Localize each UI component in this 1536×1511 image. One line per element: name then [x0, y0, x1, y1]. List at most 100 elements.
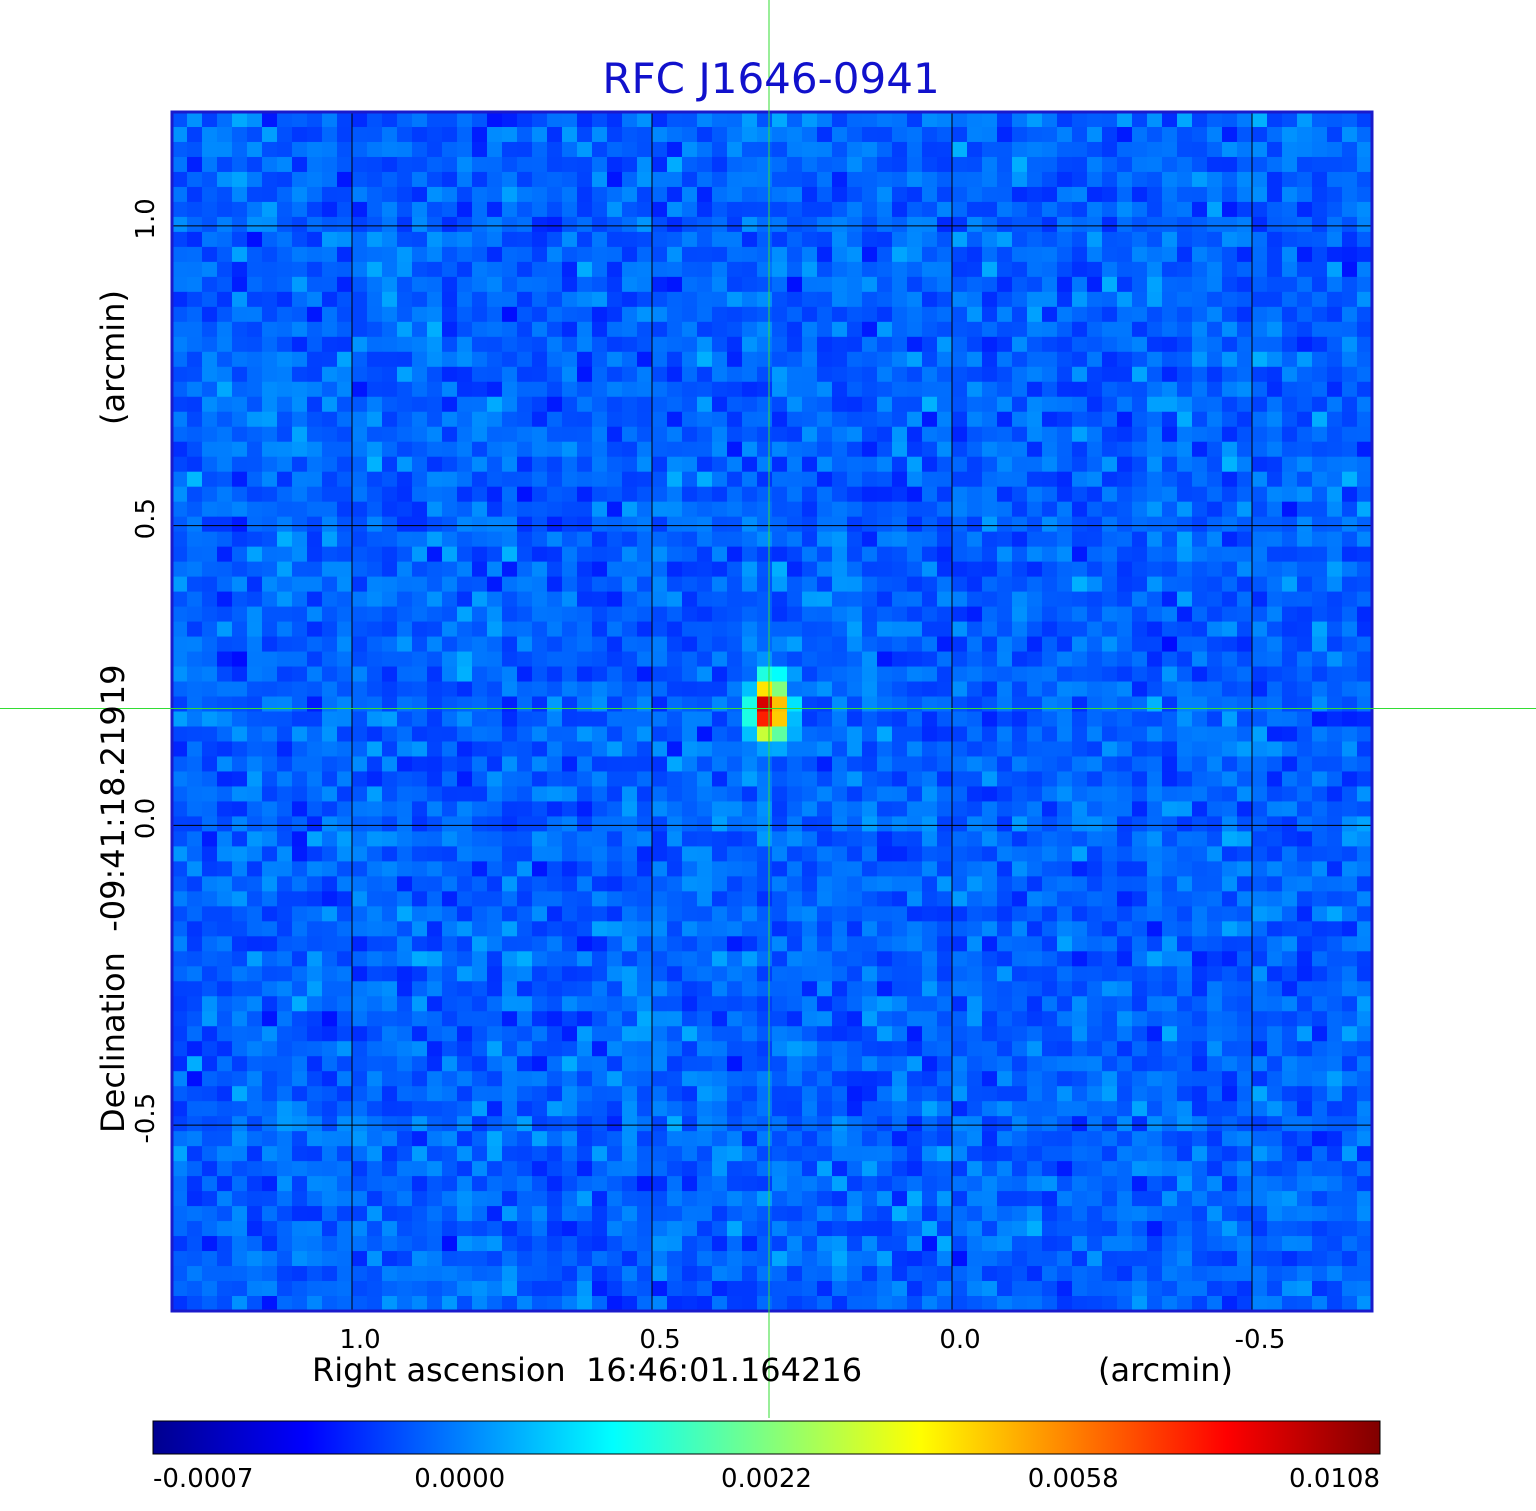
heatmap-cell — [637, 441, 653, 458]
heatmap-cell — [922, 156, 938, 173]
heatmap-cell — [1087, 651, 1103, 668]
heatmap-cell — [832, 456, 848, 473]
heatmap-cell — [1117, 711, 1133, 728]
heatmap-cell — [412, 186, 428, 203]
heatmap-cell — [667, 576, 683, 593]
heatmap-cell — [292, 681, 308, 698]
heatmap-cell — [292, 276, 308, 293]
heatmap-cell — [637, 906, 653, 922]
heatmap-cell — [547, 816, 563, 832]
heatmap-cell — [742, 531, 758, 548]
heatmap-cell — [1297, 651, 1313, 668]
heatmap-cell — [622, 351, 638, 368]
heatmap-cell — [907, 126, 923, 143]
heatmap-cell — [517, 246, 533, 263]
heatmap-cell — [352, 816, 368, 832]
heatmap-cell — [1117, 816, 1133, 832]
heatmap-cell — [1012, 471, 1028, 488]
heatmap-cell — [667, 501, 683, 518]
heatmap-cell — [1207, 561, 1223, 578]
heatmap-cell — [1207, 531, 1223, 548]
heatmap-cell — [457, 411, 473, 428]
heatmap-cell — [1207, 621, 1223, 638]
heatmap-cell — [277, 996, 293, 1012]
heatmap-cell — [292, 546, 308, 563]
heatmap-cell — [232, 276, 248, 293]
heatmap-cell — [172, 621, 188, 638]
heatmap-cell — [892, 846, 908, 862]
heatmap-cell — [532, 396, 548, 413]
heatmap-cell — [967, 411, 983, 428]
heatmap-cell — [847, 996, 863, 1012]
heatmap-cell — [1042, 951, 1058, 967]
heatmap-cell — [727, 771, 743, 788]
heatmap-cell — [352, 246, 368, 263]
heatmap-cell — [547, 261, 563, 278]
heatmap-cell — [472, 261, 488, 278]
heatmap-cell — [1057, 831, 1073, 847]
heatmap-cell — [232, 261, 248, 278]
heatmap-cell — [1057, 651, 1073, 668]
heatmap-cell — [517, 396, 533, 413]
heatmap-cell — [937, 576, 953, 593]
heatmap-cell — [682, 366, 698, 383]
heatmap-cell — [1177, 112, 1193, 128]
heatmap-cell — [187, 501, 203, 518]
heatmap-cell — [637, 336, 653, 353]
heatmap-cell — [982, 606, 998, 623]
heatmap-cell — [1327, 966, 1343, 982]
heatmap-cell — [922, 621, 938, 638]
heatmap-cell — [727, 231, 743, 248]
heatmap-cell — [1042, 906, 1058, 922]
heatmap-cell — [487, 261, 503, 278]
heatmap-cell — [1312, 771, 1328, 788]
heatmap-cell — [457, 246, 473, 263]
heatmap-cell — [1087, 876, 1103, 892]
heatmap-cell — [952, 996, 968, 1012]
heatmap-cell — [1147, 321, 1163, 338]
heatmap-cell — [307, 426, 323, 443]
heatmap-cell — [352, 951, 368, 967]
heatmap-cell — [487, 951, 503, 967]
heatmap-cell — [322, 306, 338, 323]
heatmap-cell — [697, 816, 713, 832]
heatmap-cell — [1102, 816, 1118, 832]
heatmap-cell — [757, 366, 773, 383]
heatmap-cell — [937, 636, 953, 653]
heatmap-cell — [742, 951, 758, 967]
heatmap-cell — [817, 786, 833, 803]
heatmap-cell — [1297, 936, 1313, 952]
heatmap-cell — [967, 831, 983, 847]
heatmap-cell — [1102, 531, 1118, 548]
heatmap-cell — [847, 801, 863, 818]
heatmap-cell — [202, 696, 218, 713]
heatmap-cell — [457, 741, 473, 758]
heatmap-cell — [217, 471, 233, 488]
heatmap-cell — [562, 771, 578, 788]
heatmap-cell — [862, 771, 878, 788]
heatmap-cell — [952, 1026, 968, 1042]
heatmap-cell — [337, 1011, 353, 1027]
heatmap-cell — [922, 366, 938, 383]
heatmap-cell — [817, 696, 833, 713]
heatmap-cell — [307, 681, 323, 698]
heatmap-cell — [427, 996, 443, 1012]
heatmap-cell — [877, 321, 893, 338]
heatmap-cell — [982, 681, 998, 698]
heatmap-cell — [337, 426, 353, 443]
heatmap-cell — [247, 216, 263, 233]
heatmap-cell — [322, 381, 338, 398]
heatmap-cell — [607, 891, 623, 907]
heatmap-cell — [1327, 141, 1343, 158]
heatmap-cell — [427, 441, 443, 458]
heatmap-cell — [1102, 696, 1118, 713]
heatmap-cell — [1252, 1011, 1268, 1027]
heatmap-cell — [277, 231, 293, 248]
heatmap-cell — [1027, 531, 1043, 548]
heatmap-cell — [1327, 861, 1343, 877]
heatmap-cell — [982, 306, 998, 323]
heatmap-cell — [547, 651, 563, 668]
heatmap-cell — [937, 951, 953, 967]
heatmap-cell — [1252, 786, 1268, 803]
heatmap-cell — [457, 561, 473, 578]
